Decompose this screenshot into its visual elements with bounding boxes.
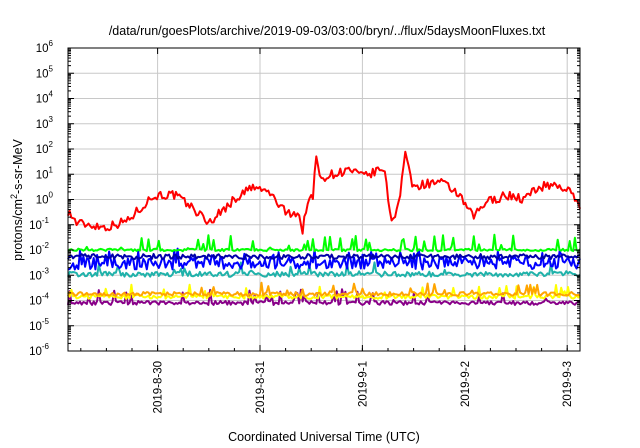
- y-axis-label-sup: 2: [9, 194, 19, 199]
- y-tick-label-base: 10: [29, 270, 42, 282]
- y-tick-label-exp: 3: [49, 115, 54, 124]
- y-tick-label-base: 10: [36, 68, 49, 80]
- y-axis-label-pre: protons/cm: [11, 199, 25, 261]
- series-line-4: [67, 247, 581, 271]
- x-tick-label: 2019-8-30: [153, 361, 165, 413]
- y-tick-label-base: 10: [36, 43, 49, 55]
- chart-title: /data/run/goesPlots/archive/2019-09-03/0…: [109, 24, 546, 38]
- y-tick-label: 105: [36, 64, 54, 80]
- y-tick-label: 103: [36, 115, 54, 131]
- y-tick-label: 10-3: [29, 266, 49, 282]
- y-tick-label-exp: -6: [42, 342, 50, 351]
- y-tick-label-base: 10: [36, 94, 49, 106]
- x-tick-label: 2019-9-3: [562, 361, 574, 407]
- series-group: [67, 150, 581, 306]
- y-tick-label-base: 10: [36, 144, 49, 156]
- y-tick-label: 10-4: [29, 292, 49, 308]
- series-line-7: [67, 150, 581, 235]
- y-tick-label-exp: 1: [49, 165, 54, 174]
- y-tick-label: 10-6: [29, 342, 49, 358]
- y-tick-label-exp: -5: [42, 317, 50, 326]
- grid-lines: [68, 48, 580, 351]
- y-tick-label: 101: [36, 165, 54, 181]
- y-tick-label: 100: [36, 191, 54, 207]
- series-line-1: [67, 283, 581, 300]
- y-tick-label-base: 10: [29, 220, 42, 232]
- y-tick-label: 102: [36, 140, 54, 156]
- series-line-0: [67, 288, 581, 306]
- series-line-5: [67, 253, 581, 260]
- x-axis: 2019-8-30 2019-8-31 2019-9-1 2019-9-2 2019-9…: [80, 48, 574, 413]
- y-tick-label-base: 10: [29, 296, 42, 308]
- y-tick-label-exp: 0: [49, 191, 54, 200]
- y-tick-label-base: 10: [29, 245, 42, 257]
- y-tick-label-exp: -4: [42, 292, 50, 301]
- x-axis-label: Coordinated Universal Time (UTC): [228, 430, 420, 444]
- y-tick-label: 10-2: [29, 241, 49, 257]
- series-line-2: [67, 281, 581, 298]
- x-tick-label: 2019-9-1: [357, 361, 369, 407]
- y-tick-label-exp: -2: [42, 241, 50, 250]
- y-tick-label-exp: 6: [49, 39, 54, 48]
- y-tick-label-exp: 5: [49, 64, 54, 73]
- series-line-3: [67, 261, 581, 278]
- y-tick-label-exp: -1: [42, 216, 50, 225]
- y-axis-label-post: -s-sr-MeV: [11, 138, 25, 194]
- y-tick-label-exp: -3: [42, 266, 50, 275]
- y-tick-label: 10-1: [29, 216, 49, 232]
- y-tick-label: 10-5: [29, 317, 49, 333]
- y-tick-label-base: 10: [36, 169, 49, 181]
- y-tick-label-base: 10: [36, 119, 49, 131]
- x-tick-label: 2019-8-31: [255, 361, 267, 413]
- y-tick-label-exp: 4: [49, 90, 54, 99]
- y-tick-label-exp: 2: [49, 140, 54, 149]
- y-tick-label: 104: [36, 90, 54, 106]
- y-tick-label: 106: [36, 39, 54, 55]
- y-tick-label-base: 10: [29, 346, 42, 358]
- y-axis-label: protons/cm2-s-sr-MeV: [9, 138, 25, 260]
- x-tick-label: 2019-9-2: [460, 361, 472, 407]
- y-axis: 10-610-510-410-310-210-11001011021031041…: [29, 39, 580, 358]
- series-line-6: [67, 233, 581, 253]
- y-tick-label-base: 10: [29, 321, 42, 333]
- y-tick-label-base: 10: [36, 195, 49, 207]
